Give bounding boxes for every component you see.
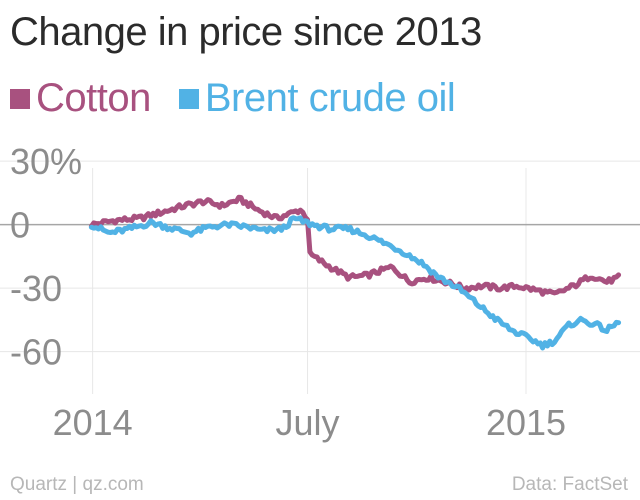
y-tick-label: -60	[10, 332, 62, 373]
y-tick-label: -30	[10, 268, 62, 309]
series-line-cotton	[88, 194, 622, 297]
axis-layer: 2014 July 2015 30% 0 -30 -60	[10, 141, 566, 443]
x-tick-label: 2015	[486, 402, 566, 443]
x-tick-label: July	[276, 402, 340, 443]
line-chart: 2014 July 2015 30% 0 -30 -60	[0, 141, 640, 443]
series-layer	[88, 194, 622, 351]
footer-source-right: Data: FactSet	[511, 474, 628, 495]
grid-layer	[0, 160, 640, 394]
legend-item-brent: Brent crude oil	[178, 76, 456, 121]
y-tick-label: 0	[10, 205, 30, 246]
chart-legend: Cotton Brent crude oil	[10, 76, 483, 121]
y-tick-label: 30%	[10, 141, 82, 182]
chart-title: Change in price since 2013	[10, 10, 482, 54]
footer-source-left: Quartz | qz.com	[10, 474, 144, 495]
legend-item-cotton: Cotton	[10, 76, 151, 121]
legend-swatch-brent	[178, 88, 199, 109]
x-tick-label: 2014	[53, 402, 133, 443]
series-line-brent	[88, 215, 622, 351]
legend-label-cotton: Cotton	[36, 76, 151, 120]
legend-swatch-cotton	[10, 88, 30, 109]
legend-label-brent: Brent crude oil	[204, 76, 456, 120]
